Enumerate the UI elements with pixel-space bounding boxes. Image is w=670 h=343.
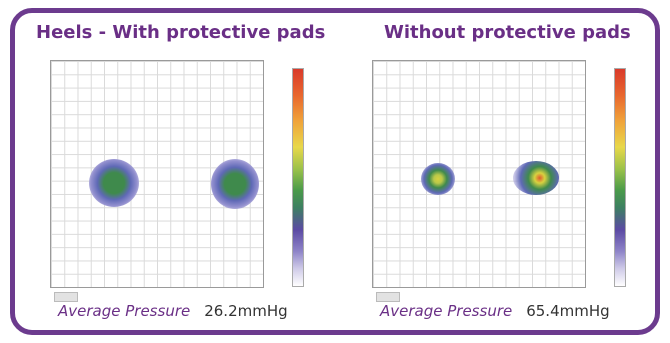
left-average-label: Average Pressure — [58, 302, 191, 320]
left-title: Heels - With protective pads — [36, 22, 326, 43]
left-color-scale — [292, 68, 304, 287]
right-average: Average Pressure 65.4mmHg — [380, 302, 610, 320]
left-heel-hotspot — [421, 163, 455, 195]
left-pressure-map — [50, 60, 328, 302]
left-map-tab — [54, 292, 78, 302]
left-average: Average Pressure 26.2mmHg — [58, 302, 288, 320]
left-heel-blob — [89, 159, 139, 207]
right-heel-blob — [211, 159, 259, 209]
right-map-tab — [376, 292, 400, 302]
left-grid — [50, 60, 264, 288]
right-average-value: 65.4mmHg — [526, 302, 610, 320]
right-heel-hotspot — [513, 161, 559, 195]
right-title: Without protective pads — [384, 22, 631, 43]
right-average-label: Average Pressure — [380, 302, 513, 320]
left-average-value: 26.2mmHg — [204, 302, 288, 320]
right-grid — [372, 60, 586, 288]
right-color-scale — [614, 68, 626, 287]
right-pressure-map — [372, 60, 650, 302]
